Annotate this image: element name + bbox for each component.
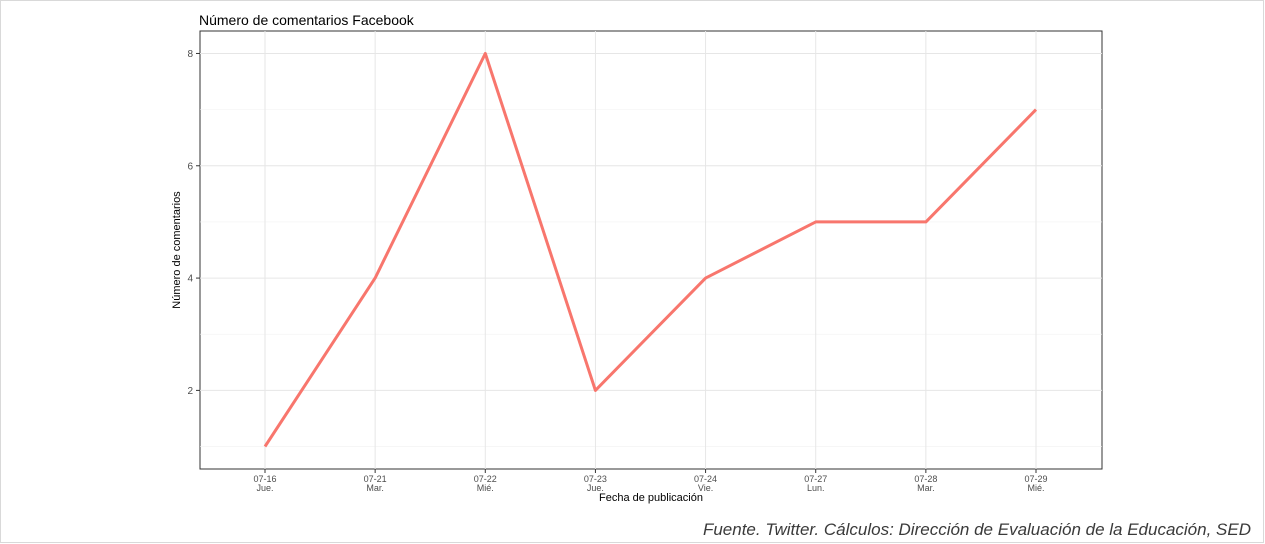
y-tick-label: 6	[187, 161, 193, 172]
x-tick-label: 07-24	[694, 474, 717, 484]
chart-title: Número de comentarios Facebook	[199, 12, 414, 28]
x-tick-sublabel: Lun.	[807, 483, 825, 493]
x-tick-label: 07-27	[804, 474, 827, 484]
x-tick-sublabel: Vie.	[698, 483, 713, 493]
grid-major	[200, 31, 1102, 469]
x-tick-label: 07-28	[914, 474, 937, 484]
y-tick-label: 2	[187, 386, 193, 397]
y-axis-label: Número de comentarios	[171, 191, 183, 309]
x-tick-label: 07-16	[253, 474, 276, 484]
x-tick-label: 07-22	[474, 474, 497, 484]
x-tick-label: 07-21	[364, 474, 387, 484]
x-tick-sublabel: Mar.	[917, 483, 935, 493]
x-tick-label: 07-23	[584, 474, 607, 484]
y-tick-label: 4	[187, 274, 193, 285]
x-axis-label: Fecha de publicación	[599, 492, 703, 504]
source-note: Fuente. Twitter. Cálculos: Dirección de …	[702, 520, 1251, 539]
x-axis: 07-16Jue.07-21Mar.07-22Mié.07-23Jue.07-2…	[253, 469, 1048, 493]
x-tick-sublabel: Mié.	[1027, 483, 1044, 493]
plot-panel	[199, 30, 1103, 470]
x-tick-label: 07-29	[1024, 474, 1047, 484]
series-line	[263, 52, 1038, 448]
y-tick-label: 8	[187, 49, 193, 60]
x-tick-sublabel: Mié.	[477, 483, 494, 493]
x-tick-sublabel: Jue.	[587, 483, 604, 493]
x-tick-sublabel: Mar.	[366, 483, 384, 493]
y-axis: 2 4 6 8	[187, 49, 200, 397]
series-layer	[263, 52, 1038, 448]
x-tick-sublabel: Jue.	[256, 483, 273, 493]
